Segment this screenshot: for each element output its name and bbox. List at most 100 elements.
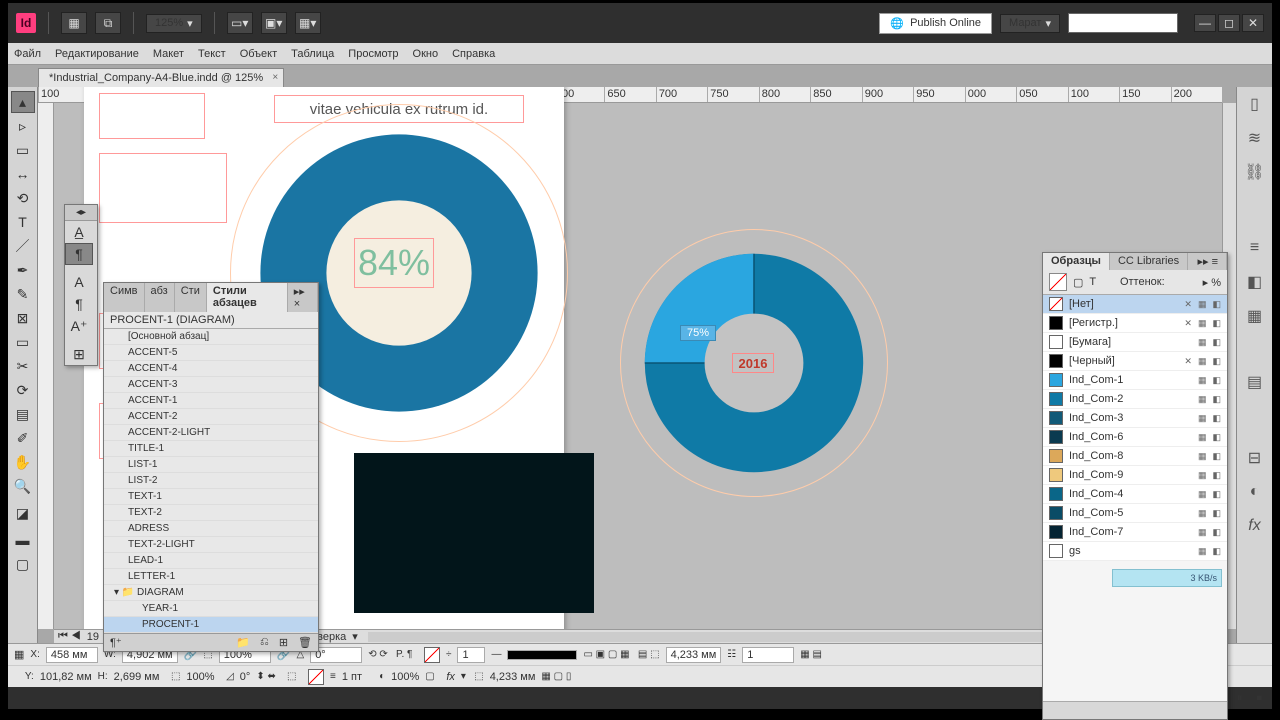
cc-lib-icon[interactable]: ▤ — [1244, 371, 1266, 393]
stroke-ctrl[interactable] — [308, 669, 324, 685]
empty-frame-1[interactable] — [99, 93, 205, 139]
style-item[interactable]: PROCENT-1 — [104, 617, 318, 633]
swatch-row[interactable]: Ind_Com-3▦◧ — [1043, 409, 1227, 428]
menu-Окно[interactable]: Окно — [413, 48, 439, 60]
menu-Редактирование[interactable]: Редактирование — [55, 48, 139, 60]
swatch-row[interactable]: [Регистр.]✕▦◧ — [1043, 314, 1227, 333]
style-item[interactable]: ACCENT-2-LIGHT — [104, 425, 318, 441]
swatch-row[interactable]: Ind_Com-9▦◧ — [1043, 466, 1227, 485]
minimize-button[interactable]: — — [1194, 14, 1216, 32]
swatch-row[interactable]: Ind_Com-6▦◧ — [1043, 428, 1227, 447]
swatch-tab[interactable]: CC Libraries — [1110, 253, 1188, 270]
arrange[interactable]: ▦▾ — [295, 12, 321, 34]
clear-override-icon[interactable]: ¶⁺ — [110, 636, 122, 649]
menu-Макет[interactable]: Макет — [153, 48, 184, 60]
rect-frame-tool[interactable]: ⊠ — [11, 307, 35, 329]
style-item[interactable]: ACCENT-4 — [104, 361, 318, 377]
style-item[interactable]: ACCENT-3 — [104, 377, 318, 393]
swatches-panel[interactable]: ОбразцыCC Libraries▸▸ ≡ ▢ T Оттенок: ▸ %… — [1042, 252, 1228, 720]
style-item[interactable]: ▾ 📁 DIAGRAM — [104, 585, 318, 601]
zoom-dropdown[interactable]: 125% ▾ — [146, 14, 202, 33]
empty-frame-2[interactable] — [99, 153, 227, 223]
zoom-tool[interactable]: 🔍 — [11, 475, 35, 497]
style-item[interactable]: YEAR-1 — [104, 601, 318, 617]
swatch-row[interactable]: Ind_Com-1▦◧ — [1043, 371, 1227, 390]
donut-center-year[interactable]: 2016 — [732, 353, 774, 373]
gap-tool[interactable]: ↔ — [11, 163, 35, 185]
fill-ctrl[interactable] — [424, 647, 440, 663]
stop-icon[interactable]: ⏹ — [1257, 692, 1263, 705]
stroke-proxy[interactable]: ▢ — [1073, 276, 1083, 289]
selection-tool[interactable]: ▴ — [11, 91, 35, 113]
swatch-row[interactable]: gs▦◧ — [1043, 542, 1227, 561]
close-tab-icon[interactable]: × — [272, 72, 278, 83]
menu-Объект[interactable]: Объект — [240, 48, 277, 60]
donut-chart-right[interactable]: 75% 2016 — [624, 233, 884, 493]
fill-stroke[interactable]: ◪ — [11, 499, 35, 527]
style-item[interactable]: LETTER-1 — [104, 569, 318, 585]
reference-point[interactable]: ▦ — [14, 648, 24, 661]
char-styles-icon[interactable]: A̲ — [65, 221, 93, 243]
close-button[interactable]: ✕ — [1242, 14, 1264, 32]
menu-Справка[interactable]: Справка — [452, 48, 495, 60]
document-tab[interactable]: *Industrial_Company-A4-Blue.indd @ 125%× — [38, 68, 284, 87]
paragraph-styles-panel[interactable]: СимвабзСтиСтили абзацев▸▸ × PROCENT-1 (D… — [103, 282, 319, 652]
eyedropper-tool[interactable]: ✐ — [11, 427, 35, 449]
style-item[interactable]: LEAD-1 — [104, 553, 318, 569]
gradient-tool[interactable]: ▤ — [11, 403, 35, 425]
style-item[interactable]: ADRESS — [104, 521, 318, 537]
styles-tab[interactable]: Стили абзацев — [207, 283, 288, 312]
swatch-row[interactable]: Ind_Com-7▦◧ — [1043, 523, 1227, 542]
pages-icon[interactable]: ▯ — [1244, 93, 1266, 115]
styles-tab[interactable]: Симв — [104, 283, 145, 312]
swatch-tab[interactable]: Образцы — [1043, 253, 1110, 270]
menu-Просмотр[interactable]: Просмотр — [348, 48, 398, 60]
swatch-row[interactable]: Ind_Com-8▦◧ — [1043, 447, 1227, 466]
screen-mode-tool[interactable]: ▢ — [11, 553, 35, 575]
scissors-tool[interactable]: ✂ — [11, 355, 35, 377]
style-item[interactable]: ACCENT-2 — [104, 409, 318, 425]
align-icon[interactable]: ⊟ — [1244, 447, 1266, 469]
bridge-button[interactable]: ▦ — [61, 12, 87, 34]
links-icon[interactable]: ⛓ — [1244, 161, 1266, 183]
style-item[interactable]: TEXT-2-LIGHT — [104, 537, 318, 553]
pathfinder-icon[interactable]: ◐ — [1244, 481, 1266, 503]
style-item[interactable]: ACCENT-5 — [104, 345, 318, 361]
transform-tool[interactable]: ⟳ — [11, 379, 35, 401]
menu-Таблица[interactable]: Таблица — [291, 48, 334, 60]
styles-tab[interactable]: абз — [145, 283, 175, 312]
hand-tool[interactable]: ✋ — [11, 451, 35, 473]
swatch-row[interactable]: Ind_Com-2▦◧ — [1043, 390, 1227, 409]
screen-mode[interactable]: ▣▾ — [261, 12, 287, 34]
pause-icon[interactable]: ⏸ — [1237, 692, 1243, 705]
stock-button[interactable]: ⧉ — [95, 12, 121, 34]
swatch-row[interactable]: [Черный]✕▦◧ — [1043, 352, 1227, 371]
style-item[interactable]: LIST-1 — [104, 457, 318, 473]
delete-style-icon[interactable]: 🗑 — [298, 636, 312, 649]
publish-online-button[interactable]: 🌐 Publish Online — [879, 13, 992, 34]
pen-tool[interactable]: ✒ — [11, 259, 35, 281]
menu-Текст[interactable]: Текст — [198, 48, 226, 60]
glyphs-icon[interactable]: ⊞ — [65, 343, 93, 365]
style-item[interactable]: TEXT-2 — [104, 505, 318, 521]
style-item[interactable]: [Основной абзац] — [104, 329, 318, 345]
char-icon[interactable]: A — [65, 271, 93, 293]
style-item[interactable]: ACCENT-1 — [104, 393, 318, 409]
style-item[interactable]: TITLE-1 — [104, 441, 318, 457]
swatch-row[interactable]: [Нет]✕▦◧ — [1043, 295, 1227, 314]
menu-Файл[interactable]: Файл — [14, 48, 41, 60]
style-item[interactable]: LIST-2 — [104, 473, 318, 489]
maximize-button[interactable]: ◻ — [1218, 14, 1240, 32]
rect-tool[interactable]: ▭ — [11, 331, 35, 353]
view-options[interactable]: ▭▾ — [227, 12, 253, 34]
layers-icon[interactable]: ≋ — [1244, 127, 1266, 149]
para-icon[interactable]: ¶ — [65, 293, 93, 315]
direct-select-tool[interactable]: ▹ — [11, 115, 35, 137]
swatches-dock-icon[interactable]: ▦ — [1244, 305, 1266, 327]
quick-apply-icon[interactable]: ⎌ — [260, 636, 269, 649]
line-tool[interactable]: ／ — [11, 235, 35, 257]
workspace-dropdown[interactable]: Марат ▾ — [1000, 14, 1060, 33]
donut-center-label[interactable]: 84% — [354, 238, 434, 288]
fx-icon[interactable]: fx — [1244, 515, 1266, 537]
fill-proxy[interactable] — [1049, 273, 1067, 291]
